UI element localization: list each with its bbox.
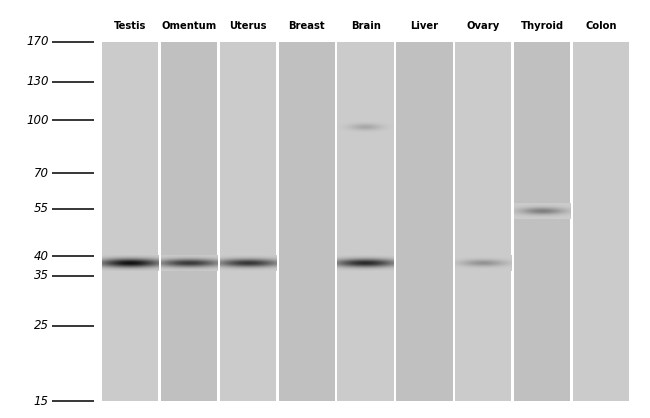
Text: 40: 40	[34, 250, 49, 263]
FancyBboxPatch shape	[396, 42, 452, 401]
Text: Ovary: Ovary	[467, 21, 500, 31]
Text: 130: 130	[26, 75, 49, 88]
Text: 35: 35	[34, 269, 49, 282]
FancyBboxPatch shape	[455, 42, 512, 401]
Text: 25: 25	[34, 319, 49, 332]
Text: 55: 55	[34, 202, 49, 215]
Text: Brain: Brain	[351, 21, 380, 31]
Text: 100: 100	[26, 114, 49, 127]
FancyBboxPatch shape	[573, 42, 629, 401]
FancyBboxPatch shape	[514, 42, 570, 401]
Text: Thyroid: Thyroid	[521, 21, 564, 31]
FancyBboxPatch shape	[102, 42, 159, 401]
Text: 170: 170	[26, 35, 49, 48]
FancyBboxPatch shape	[161, 42, 217, 401]
Text: Testis: Testis	[114, 21, 146, 31]
Text: 15: 15	[34, 395, 49, 408]
Text: 70: 70	[34, 167, 49, 180]
Text: Colon: Colon	[585, 21, 617, 31]
Text: Omentum: Omentum	[161, 21, 216, 31]
FancyBboxPatch shape	[279, 42, 335, 401]
FancyBboxPatch shape	[220, 42, 276, 401]
FancyBboxPatch shape	[337, 42, 394, 401]
Text: Uterus: Uterus	[229, 21, 266, 31]
Text: Liver: Liver	[410, 21, 439, 31]
Text: Breast: Breast	[289, 21, 325, 31]
